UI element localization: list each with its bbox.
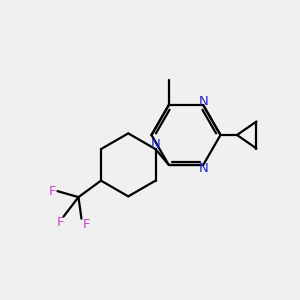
- Text: N: N: [198, 95, 208, 108]
- Text: F: F: [48, 184, 56, 198]
- Text: F: F: [83, 218, 91, 231]
- Text: N: N: [198, 162, 208, 175]
- Text: F: F: [57, 216, 64, 229]
- Text: N: N: [151, 138, 160, 152]
